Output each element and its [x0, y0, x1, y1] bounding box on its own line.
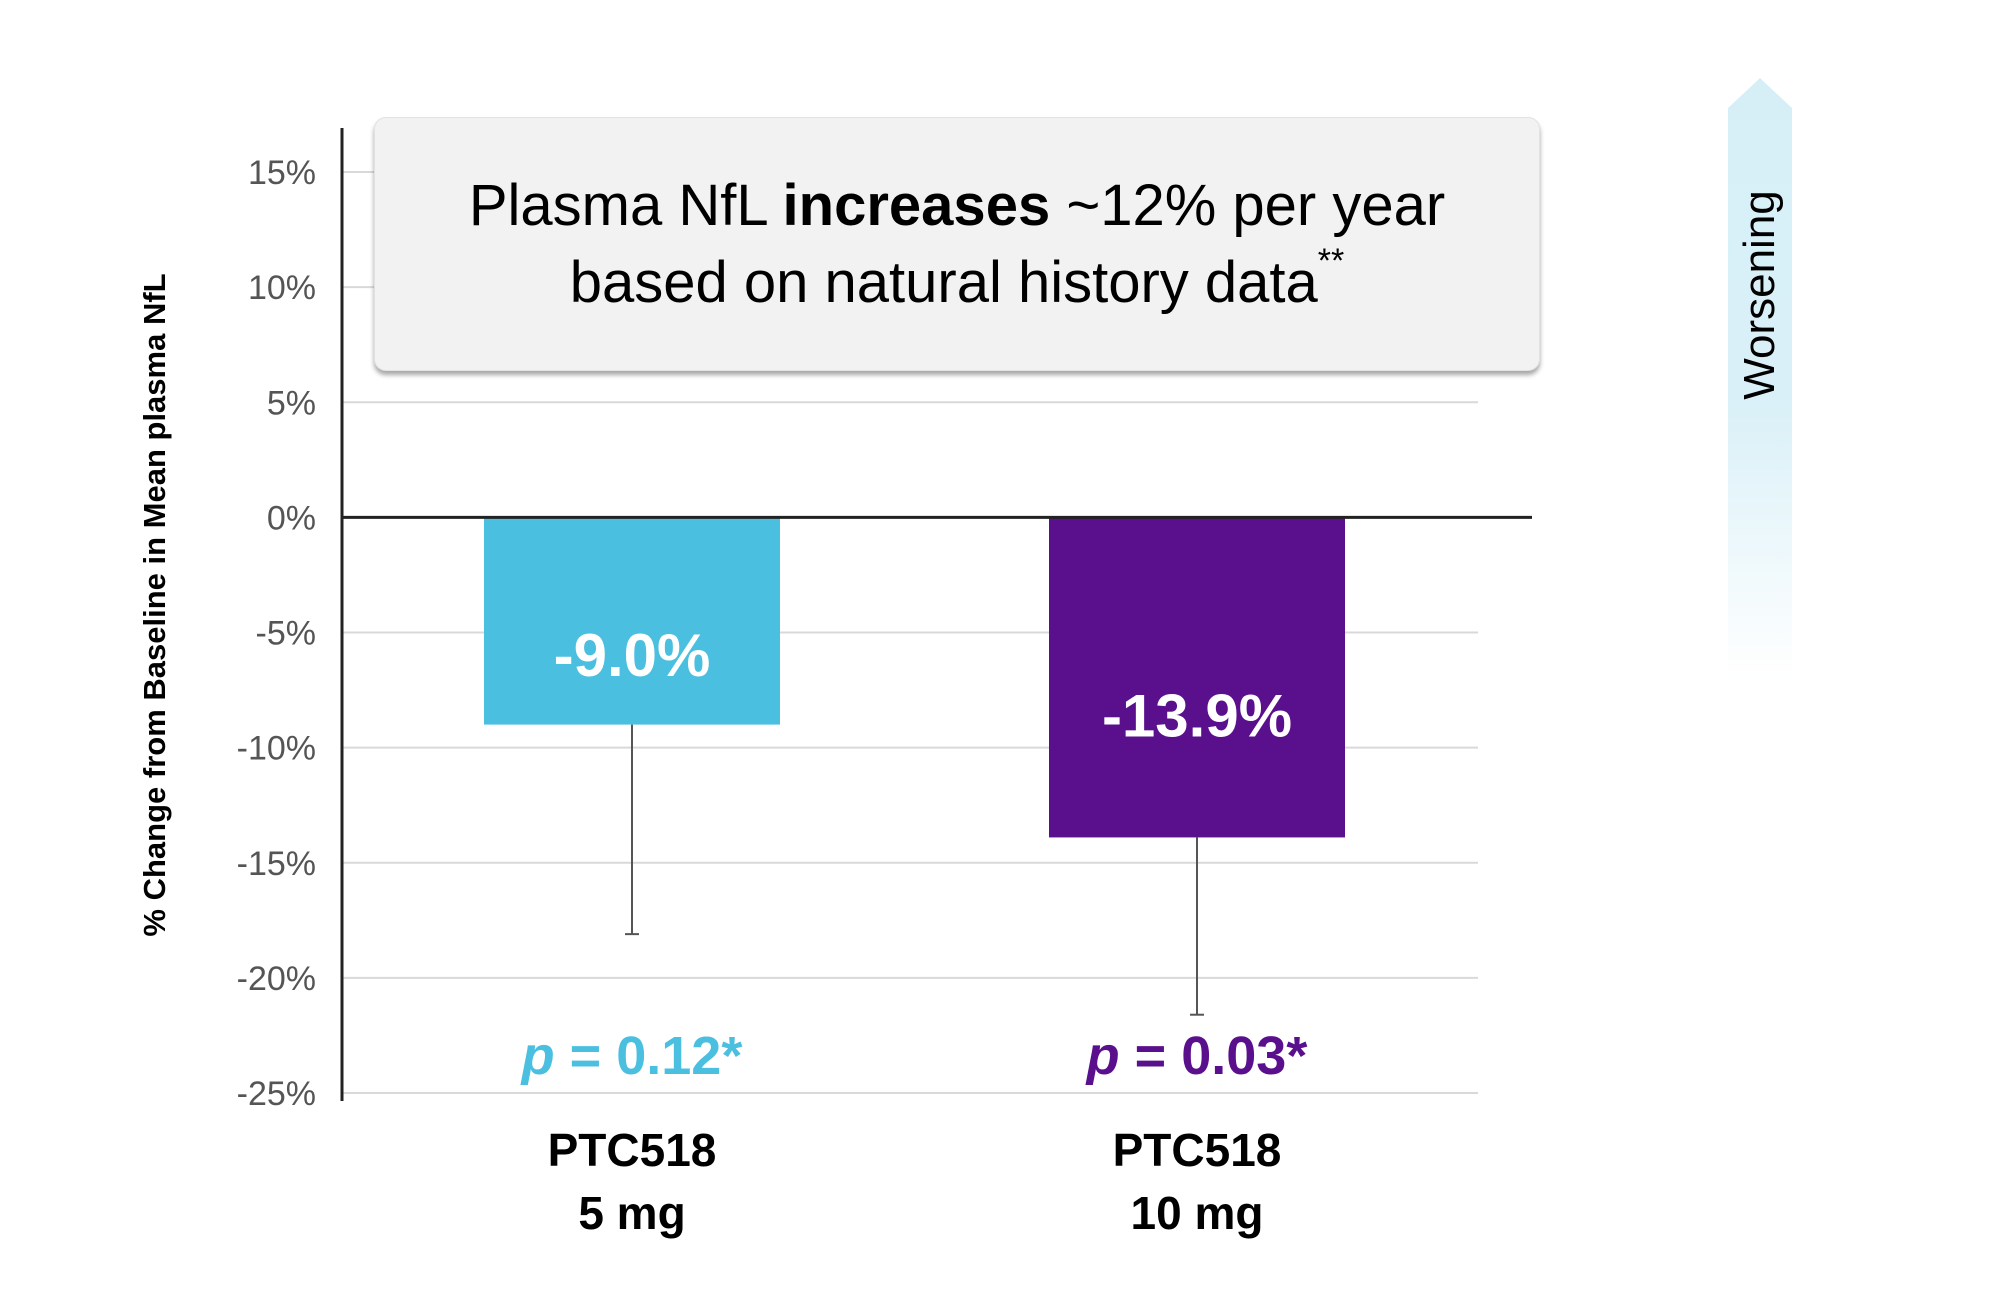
error-bar-2: [1190, 837, 1204, 1016]
y-tick-label: -25%: [237, 1075, 316, 1113]
bar-value-label: -9.0%: [554, 622, 711, 689]
bar-2: [1049, 517, 1345, 838]
error-bars: [625, 724, 1204, 1016]
x-category-dose-label: 5 mg: [578, 1187, 685, 1239]
y-tick-label: 10%: [248, 269, 316, 307]
bar-1: [484, 517, 780, 725]
y-tick-label: -10%: [237, 730, 316, 768]
callout-line-1: Plasma NfL increases ~12% per year: [469, 167, 1445, 244]
bars: [484, 517, 1345, 838]
x-category-dose-label: 10 mg: [1131, 1187, 1264, 1239]
bar-value-label: -13.9%: [1102, 682, 1292, 749]
y-axis-ticks: 15% 10% 5% 0% -5% -10% -15% -20% -25%: [237, 154, 316, 1113]
callout-line2-text: based on natural history data: [569, 250, 1318, 315]
y-tick-label: -5%: [256, 615, 316, 653]
x-axis-categories: PTC518 5 mg PTC518 10 mg: [548, 1124, 1282, 1239]
data-labels: -9.0% -13.9%: [554, 622, 1292, 749]
worsening-label-text: Worsening: [1735, 190, 1784, 400]
y-tick-label: 15%: [248, 154, 316, 192]
callout-line-2: based on natural history data**: [570, 244, 1345, 321]
worsening-arrow-icon: [1728, 78, 1792, 678]
x-category-label: PTC518: [1113, 1124, 1282, 1176]
callout-line1-post: ~12% per year: [1050, 173, 1446, 238]
natural-history-callout: Plasma NfL increases ~12% per year based…: [374, 117, 1540, 371]
p-value-label: p = 0.03*: [1085, 1026, 1308, 1086]
y-tick-label: 0%: [267, 499, 316, 537]
y-tick-label: -20%: [237, 960, 316, 998]
y-tick-label: -15%: [237, 845, 316, 883]
p-value-labels: p = 0.12* p = 0.03*: [520, 1026, 1308, 1086]
callout-line1-bold: increases: [782, 173, 1051, 238]
callout-line1-pre: Plasma NfL: [468, 173, 783, 238]
callout-footnote-marker: **: [1317, 242, 1345, 280]
y-tick-label: 5%: [267, 384, 316, 422]
y-axis-title-text: % Change from Baseline in Mean plasma Nf…: [137, 273, 172, 937]
p-value-label: p = 0.12*: [520, 1026, 743, 1086]
x-category-label: PTC518: [548, 1124, 717, 1176]
error-bar-1: [625, 724, 639, 936]
